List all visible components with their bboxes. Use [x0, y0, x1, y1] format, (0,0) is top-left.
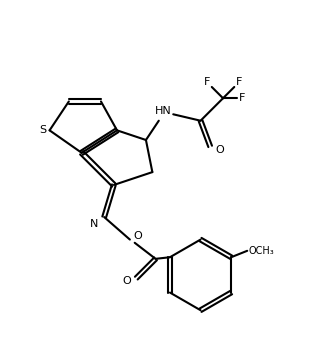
- Text: F: F: [236, 77, 242, 87]
- Text: N: N: [90, 219, 99, 228]
- Text: OCH₃: OCH₃: [249, 246, 274, 256]
- Text: O: O: [133, 231, 142, 241]
- Text: S: S: [40, 125, 47, 135]
- Text: O: O: [215, 145, 224, 154]
- Text: HN: HN: [155, 106, 172, 116]
- Text: F: F: [204, 77, 210, 87]
- Text: O: O: [122, 276, 131, 286]
- Text: F: F: [239, 93, 246, 103]
